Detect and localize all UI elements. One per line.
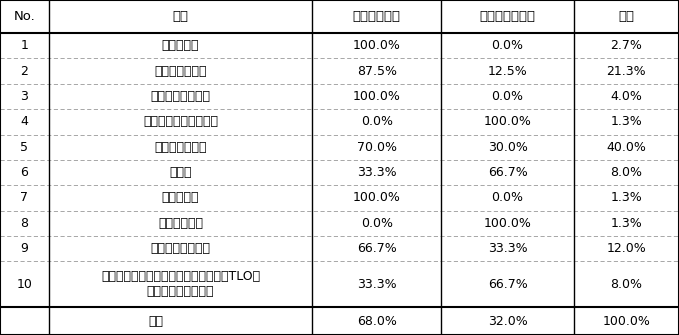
Text: 合計: 合計 — [149, 315, 164, 328]
Text: 輸送用機械製造業: 輸送用機械製造業 — [151, 90, 210, 103]
Text: 5: 5 — [20, 141, 29, 154]
Text: 電気機械製造業: 電気機械製造業 — [154, 65, 207, 78]
Text: 機械製造業: 機械製造業 — [162, 39, 200, 52]
Text: 7: 7 — [20, 192, 29, 204]
Text: 66.7%: 66.7% — [488, 278, 528, 291]
Text: 40.0%: 40.0% — [606, 141, 646, 154]
Text: 建設業: 建設業 — [169, 166, 192, 179]
Text: 100.0%: 100.0% — [353, 90, 401, 103]
Text: 12.0%: 12.0% — [606, 242, 646, 255]
Text: No.: No. — [14, 10, 35, 23]
Text: 8.0%: 8.0% — [610, 278, 642, 291]
Text: 4.0%: 4.0% — [610, 90, 642, 103]
Text: 1.3%: 1.3% — [610, 217, 642, 230]
Text: その他の製造業: その他の製造業 — [154, 141, 207, 154]
Text: 卸売・小売等: 卸売・小売等 — [158, 217, 203, 230]
Text: 6: 6 — [20, 166, 29, 179]
Text: 100.0%: 100.0% — [483, 217, 532, 230]
Text: 3: 3 — [20, 90, 29, 103]
Text: 100.0%: 100.0% — [483, 115, 532, 128]
Text: 12.5%: 12.5% — [488, 65, 528, 78]
Text: 33.3%: 33.3% — [357, 166, 397, 179]
Text: 0.0%: 0.0% — [361, 115, 393, 128]
Text: 情報通信業: 情報通信業 — [162, 192, 200, 204]
Text: 分類: 分類 — [172, 10, 189, 23]
Text: 0.0%: 0.0% — [492, 192, 524, 204]
Text: 実施していない: 実施していない — [479, 10, 536, 23]
Text: 0.0%: 0.0% — [492, 39, 524, 52]
Text: 2.7%: 2.7% — [610, 39, 642, 52]
Text: 実施している: 実施している — [353, 10, 401, 23]
Text: 1: 1 — [20, 39, 29, 52]
Text: 1.3%: 1.3% — [610, 115, 642, 128]
Text: 33.3%: 33.3% — [488, 242, 528, 255]
Text: 8: 8 — [20, 217, 29, 230]
Text: 1.3%: 1.3% — [610, 192, 642, 204]
Text: 4: 4 — [20, 115, 29, 128]
Text: 9: 9 — [20, 242, 29, 255]
Text: 100.0%: 100.0% — [353, 39, 401, 52]
Text: 66.7%: 66.7% — [488, 166, 528, 179]
Text: 大学・研究開発独立行政法人・教育・TLO・
公的研究機関・公務: 大学・研究開発独立行政法人・教育・TLO・ 公的研究機関・公務 — [101, 270, 260, 298]
Text: 10: 10 — [16, 278, 33, 291]
Text: 2: 2 — [20, 65, 29, 78]
Text: 0.0%: 0.0% — [361, 217, 393, 230]
Text: 33.3%: 33.3% — [357, 278, 397, 291]
Text: その他の非製造業: その他の非製造業 — [151, 242, 210, 255]
Text: 87.5%: 87.5% — [357, 65, 397, 78]
Text: 業務用機械器具製造業: 業務用機械器具製造業 — [143, 115, 218, 128]
Text: 30.0%: 30.0% — [488, 141, 528, 154]
Text: 100.0%: 100.0% — [353, 192, 401, 204]
Text: 100.0%: 100.0% — [602, 315, 650, 328]
Text: 70.0%: 70.0% — [357, 141, 397, 154]
Text: 21.3%: 21.3% — [606, 65, 646, 78]
Text: 合計: 合計 — [619, 10, 634, 23]
Text: 8.0%: 8.0% — [610, 166, 642, 179]
Text: 68.0%: 68.0% — [357, 315, 397, 328]
Text: 66.7%: 66.7% — [357, 242, 397, 255]
Text: 32.0%: 32.0% — [488, 315, 528, 328]
Text: 0.0%: 0.0% — [492, 90, 524, 103]
